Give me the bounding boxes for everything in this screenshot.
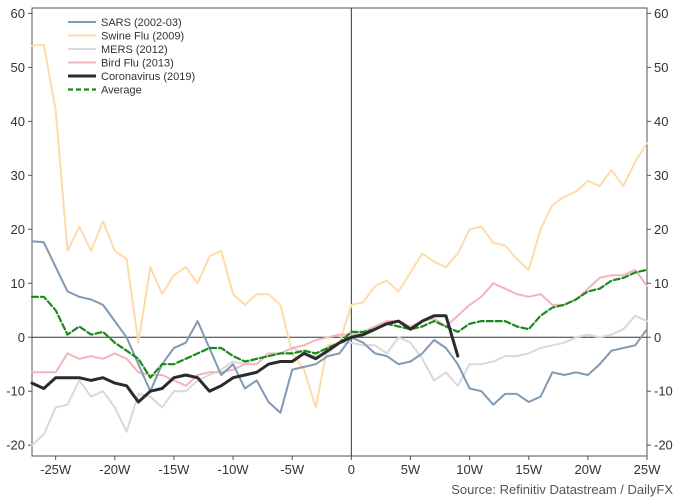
x-tick-label: -15W: [158, 462, 190, 477]
x-tick-label: -5W: [280, 462, 305, 477]
x-tick-label: 0: [348, 462, 355, 477]
y-tick-label-left: -20: [6, 438, 25, 453]
source-label: Source: Refinitiv Datastream / DailyFX: [451, 482, 673, 497]
series-line-average: [30, 268, 649, 379]
series-line-coronavirus-2019: [30, 314, 460, 404]
y-tick-label-left: 20: [11, 222, 25, 237]
series-line-bird-flu-2013: [31, 268, 648, 387]
plot-frame: [31, 7, 648, 457]
x-tick-label: 5W: [401, 462, 421, 477]
y-tick-label-right: -20: [654, 438, 673, 453]
y-tick-label-left: 50: [11, 60, 25, 75]
x-tick-label: -10W: [218, 462, 250, 477]
y-tick-label-right: -10: [654, 384, 673, 399]
x-tick-label: 15W: [515, 462, 542, 477]
y-tick-label-right: 30: [654, 168, 668, 183]
legend-label: Average: [101, 85, 142, 97]
y-tick-label-right: 0: [654, 330, 661, 345]
y-tick-label-right: 60: [654, 6, 668, 21]
legend-label: Bird Flu (2013): [101, 58, 174, 70]
y-tick-label-right: 50: [654, 60, 668, 75]
y-tick-label-left: 0: [18, 330, 25, 345]
legend-label: Swine Flu (2009): [101, 31, 184, 43]
x-tick-label: 20W: [574, 462, 601, 477]
series-line-sars-2002-03: [31, 240, 648, 414]
y-tick-label-right: 40: [654, 114, 668, 129]
x-tick-label: 25W: [634, 462, 661, 477]
series-lines: [30, 43, 649, 447]
legend-label: SARS (2002-03): [101, 17, 182, 29]
y-tick-label-left: -10: [6, 384, 25, 399]
y-tick-label-left: 60: [11, 6, 25, 21]
y-tick-label-right: 20: [654, 222, 668, 237]
x-tick-label: 10W: [456, 462, 483, 477]
legend: SARS (2002-03) Swine Flu (2009)MERS (2012…: [68, 17, 195, 97]
y-tick-label-right: 10: [654, 276, 668, 291]
legend-label: MERS (2012): [101, 44, 168, 56]
x-tick-label: -20W: [99, 462, 131, 477]
y-tick-label-left: 30: [11, 168, 25, 183]
y-tick-label-left: 10: [11, 276, 25, 291]
legend-label: Coronavirus (2019): [101, 71, 195, 83]
y-tick-label-left: 40: [11, 114, 25, 129]
axes: -20 -20 -10 -10 0 0 10 10 20 20 30 30 40 40 50 50 60 60 -2…: [6, 6, 673, 477]
x-tick-label: -25W: [40, 462, 72, 477]
